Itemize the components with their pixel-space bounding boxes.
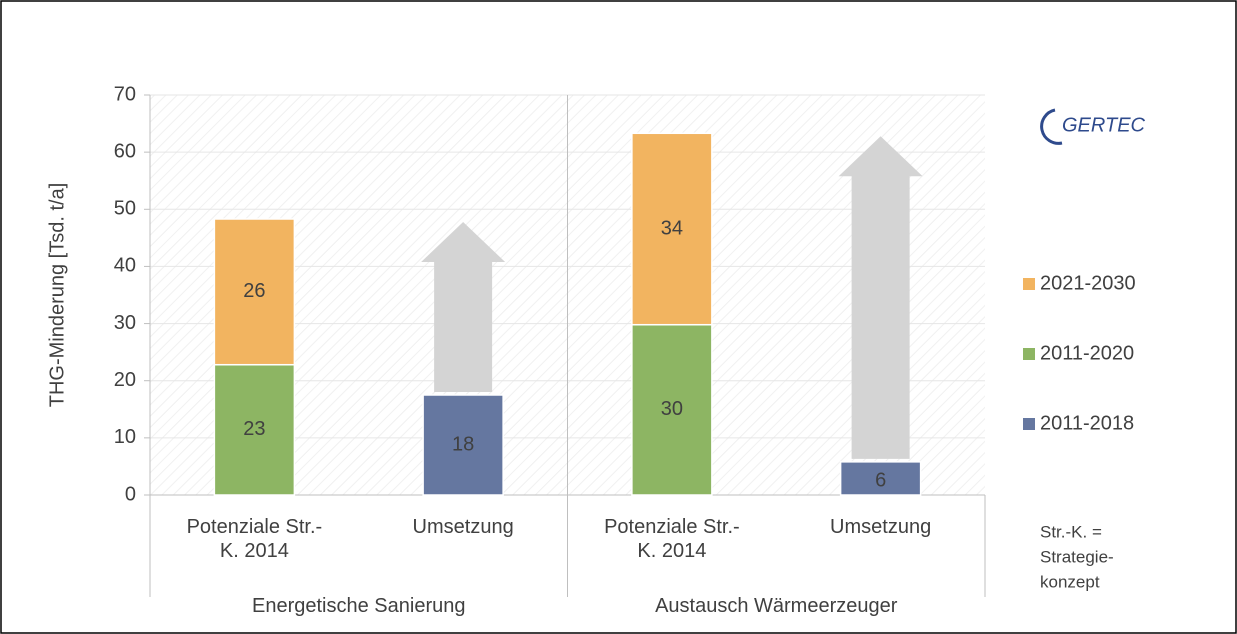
arrow [838, 136, 923, 459]
y-tick-label: 50 [114, 198, 136, 220]
x-tick-label: Umsetzung [412, 516, 514, 538]
bar [631, 323, 713, 496]
logo-arc [1040, 108, 1063, 145]
x-tick-label: Umsetzung [830, 516, 932, 538]
legend-swatch [1023, 348, 1035, 360]
bar [422, 394, 504, 496]
value-label: 34 [661, 217, 683, 239]
x-tick-label: Potenziale Str.-K. 2014 [186, 516, 323, 562]
legend-swatch [1023, 418, 1035, 430]
group-label: Austausch Wärmeerzeuger [655, 595, 898, 617]
logo: GERTEC [1062, 114, 1146, 136]
legend-swatch [1023, 278, 1035, 290]
value-label: 26 [243, 280, 265, 302]
value-label: 18 [452, 433, 474, 455]
bar [213, 363, 296, 496]
note: Str.-K. = [1040, 522, 1102, 541]
y-tick-label: 20 [114, 369, 136, 391]
bar [631, 132, 713, 326]
note: konzept [1040, 572, 1100, 591]
legend-label: 2011-2018 [1040, 412, 1134, 434]
y-tick-label: 70 [114, 83, 136, 105]
y-tick-label: 40 [114, 255, 136, 277]
value-label: 30 [661, 398, 683, 420]
y-tick-label: 0 [125, 483, 136, 505]
value-label: 6 [875, 470, 886, 492]
y-axis-label: THG-Minderung [Tsd. t/a] [46, 183, 68, 408]
legend-label: 2011-2020 [1040, 342, 1134, 364]
note: Strategie- [1040, 547, 1114, 566]
arrow [421, 222, 506, 392]
y-tick-label: 30 [114, 312, 136, 334]
x-tick-label: Potenziale Str.-K. 2014 [604, 516, 740, 562]
bar [213, 218, 296, 366]
group-label: Energetische Sanierung [252, 595, 466, 617]
legend-label: 2021-2030 [1040, 272, 1136, 294]
y-tick-label: 60 [114, 140, 136, 162]
value-label: 23 [243, 418, 265, 440]
bar [839, 461, 922, 496]
y-tick-label: 10 [114, 426, 136, 448]
